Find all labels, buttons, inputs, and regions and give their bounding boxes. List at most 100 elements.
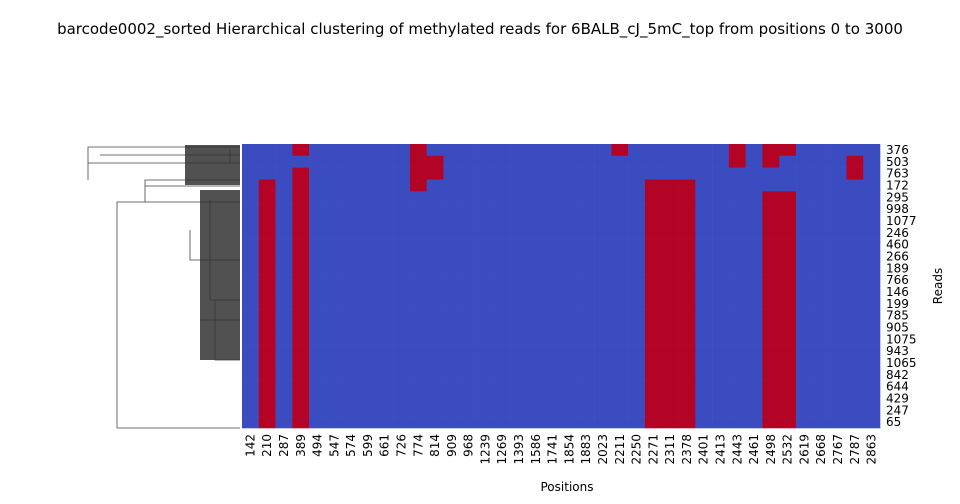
heatmap-cell	[728, 191, 746, 204]
heatmap-cell	[728, 274, 746, 287]
heatmap-cell	[275, 203, 293, 216]
heatmap-cell	[762, 226, 780, 239]
heatmap-cell	[443, 191, 461, 204]
heatmap-cell	[712, 155, 730, 168]
heatmap-cell	[628, 262, 646, 275]
heatmap-cell	[426, 250, 444, 263]
heatmap-cell	[594, 333, 612, 346]
heatmap-cell	[242, 380, 260, 393]
heatmap-cell	[611, 416, 629, 429]
heatmap-cell	[409, 155, 427, 168]
heatmap-cell	[342, 392, 360, 405]
heatmap-cell	[661, 203, 679, 216]
heatmap-cell	[695, 215, 713, 228]
heatmap-cell	[561, 380, 579, 393]
heatmap-cell	[779, 309, 797, 322]
heatmap-cell	[594, 321, 612, 334]
y-tick-label: 172	[886, 178, 909, 192]
heatmap-cell	[594, 155, 612, 168]
heatmap-cell	[376, 321, 394, 334]
heatmap-cell	[342, 203, 360, 216]
heatmap-cell	[577, 357, 595, 370]
heatmap-cell	[242, 179, 260, 192]
heatmap-cell	[325, 286, 344, 299]
heatmap-cell	[292, 333, 310, 346]
heatmap-cell	[577, 238, 595, 251]
heatmap-cell	[477, 297, 495, 310]
heatmap-cell	[745, 274, 763, 287]
heatmap-cell	[779, 357, 797, 370]
heatmap-cell	[426, 215, 444, 228]
heatmap-cell	[644, 179, 663, 192]
heatmap-cell	[510, 167, 528, 180]
heatmap-cell	[325, 333, 344, 346]
heatmap-cell	[644, 345, 663, 358]
heatmap-cell	[695, 238, 713, 251]
heatmap-cell	[258, 368, 276, 381]
heatmap-cell	[779, 416, 797, 429]
heatmap-cell	[258, 416, 276, 429]
heatmap-cell	[544, 144, 562, 157]
heatmap-cell	[779, 262, 797, 275]
heatmap-cell	[644, 262, 663, 275]
heatmap-cell	[258, 286, 276, 299]
heatmap-cell	[409, 179, 427, 192]
heatmap-cell	[577, 250, 595, 263]
y-tick-label: 65	[886, 415, 901, 429]
heatmap-cell	[812, 179, 830, 192]
heatmap-cell	[661, 345, 679, 358]
heatmap-cell	[292, 262, 310, 275]
heatmap-cell	[309, 404, 327, 417]
heatmap-cell	[796, 309, 814, 322]
x-tick-label: 2250	[630, 434, 644, 465]
heatmap-cell	[812, 167, 830, 180]
heatmap-cell	[342, 404, 360, 417]
heatmap-cell	[258, 333, 276, 346]
heatmap-cell	[477, 155, 495, 168]
heatmap-cell	[796, 416, 814, 429]
y-tick-label: 905	[886, 320, 909, 334]
heatmap-cell	[594, 286, 612, 299]
heatmap-cell	[796, 404, 814, 417]
heatmap-cell	[577, 404, 595, 417]
heatmap-cell	[796, 262, 814, 275]
heatmap-cell	[846, 191, 864, 204]
heatmap-cell	[275, 155, 293, 168]
heatmap-cell	[477, 191, 495, 204]
heatmap-cell	[493, 155, 511, 168]
heatmap-cell	[728, 357, 746, 370]
heatmap-cell	[762, 286, 780, 299]
heatmap-cell	[678, 155, 696, 168]
heatmap-cell	[796, 179, 814, 192]
x-axis-label: Positions	[541, 480, 594, 494]
heatmap-cell	[292, 368, 310, 381]
heatmap-cell	[728, 309, 746, 322]
heatmap-cell	[594, 262, 612, 275]
heatmap-cell	[477, 286, 495, 299]
heatmap-cell	[745, 286, 763, 299]
heatmap-cell	[342, 368, 360, 381]
heatmap-cell	[796, 357, 814, 370]
heatmap-cell	[376, 345, 394, 358]
heatmap-cell	[325, 297, 344, 310]
heatmap-cell	[661, 404, 679, 417]
heatmap-cell	[426, 416, 444, 429]
heatmap-cell	[745, 179, 763, 192]
heatmap-cell	[611, 250, 629, 263]
x-tick-label: 2378	[680, 434, 694, 465]
heatmap-cell	[628, 215, 646, 228]
heatmap-cell	[460, 155, 478, 168]
x-tick-label: 389	[294, 434, 308, 457]
heatmap-cell	[460, 226, 478, 239]
heatmap-cell	[712, 297, 730, 310]
heatmap-cell	[829, 226, 847, 239]
heatmap-cell	[846, 203, 864, 216]
heatmap-cell	[661, 297, 679, 310]
heatmap-cell	[359, 345, 377, 358]
heatmap-cell	[762, 333, 780, 346]
heatmap-cell	[426, 286, 444, 299]
heatmap-cell	[493, 333, 511, 346]
heatmap-cell	[796, 191, 814, 204]
heatmap-cell	[628, 321, 646, 334]
heatmap-cell	[712, 333, 730, 346]
